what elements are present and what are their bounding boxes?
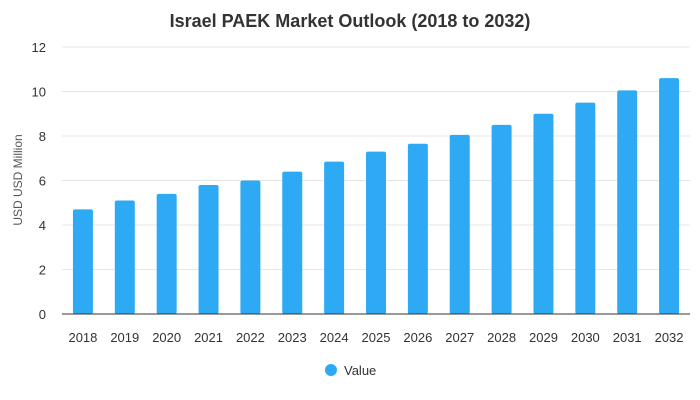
y-tick-label: 2 [39,263,46,278]
x-tick-label: 2019 [110,330,139,345]
x-tick-label: 2032 [655,330,684,345]
bars [72,78,680,315]
bar-2023[interactable] [282,171,303,314]
bar-2026[interactable] [407,143,428,314]
bar-2031[interactable] [617,90,638,314]
y-tick-label: 4 [39,218,46,233]
x-tick-label: 2022 [236,330,265,345]
x-tick-label: 2025 [362,330,391,345]
bar-2025[interactable] [366,151,386,314]
bar-2020[interactable] [156,193,177,314]
x-tick-label: 2018 [68,330,97,345]
bar-2024[interactable] [324,161,345,314]
chart-title: Israel PAEK Market Outlook (2018 to 2032… [170,11,531,31]
y-tick-label: 10 [32,85,46,100]
x-tick-label: 2021 [194,330,223,345]
bar-2028[interactable] [491,124,512,314]
x-tick-label: 2028 [487,330,516,345]
bar-2019[interactable] [114,200,135,314]
legend-label: Value [344,363,376,378]
x-tick-label: 2029 [529,330,558,345]
y-axis-label: USD USD Million [11,134,25,225]
bar-2018[interactable] [72,209,93,314]
y-axis-ticks: 0 2 4 6 8 10 12 [32,40,46,322]
bar-2027[interactable] [449,134,470,314]
y-tick-label: 0 [39,307,46,322]
x-tick-label: 2026 [403,330,432,345]
x-tick-label: 2023 [278,330,307,345]
y-tick-label: 12 [32,40,46,55]
x-tick-label: 2024 [320,330,349,345]
bar-2029[interactable] [533,113,554,314]
y-tick-label: 8 [39,129,46,144]
y-tick-label: 6 [39,174,46,189]
x-axis-ticks: 2018 2019 2020 2021 2022 2023 2024 2025 2026 2027… [68,330,683,345]
bar-2030[interactable] [575,102,596,314]
legend-swatch [325,364,337,376]
x-tick-label: 2027 [445,330,474,345]
legend[interactable]: Value [325,363,376,378]
bar-2021[interactable] [198,184,219,314]
x-tick-label: 2031 [613,330,642,345]
bar-2032[interactable] [659,78,680,315]
x-tick-label: 2030 [571,330,600,345]
x-tick-label: 2020 [152,330,181,345]
bar-2022[interactable] [240,180,261,315]
